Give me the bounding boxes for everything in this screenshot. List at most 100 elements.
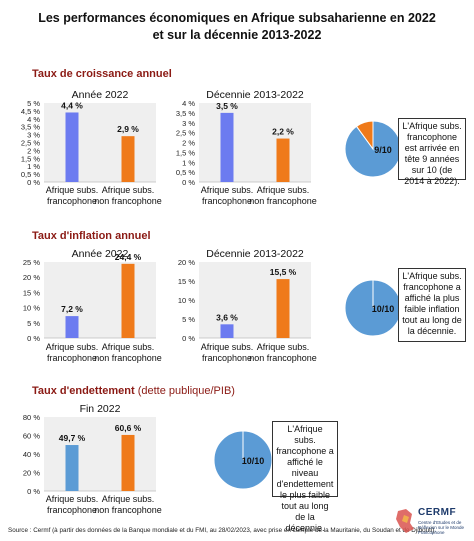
- chart3-title: Année 2022: [72, 248, 129, 260]
- callout-endettement: L'Afrique subs. francophone a affiché le…: [272, 421, 338, 533]
- chart4-bar: [220, 324, 234, 338]
- chart3-category-label: Afrique subs.: [46, 342, 99, 352]
- chart4-ytick-label: 5 %: [182, 315, 195, 324]
- chart4-data-label: 3,6 %: [216, 312, 238, 322]
- chart3-data-label: 24,4 %: [115, 252, 142, 262]
- chart2-bar: [276, 138, 290, 182]
- chart5-category-label: francophone: [47, 505, 97, 515]
- chart2-title: Décennie 2013-2022: [206, 89, 304, 101]
- page-title: Les performances économiques en Afrique …: [0, 10, 474, 44]
- chart5-category-label: Afrique subs.: [102, 494, 155, 504]
- chart3-data-label: 7,2 %: [61, 304, 83, 314]
- chart3-ytick-label: 5 %: [27, 319, 40, 328]
- chart2-ytick-label: 2,5 %: [176, 129, 196, 138]
- chart5-ytick-label: 60 %: [23, 432, 40, 441]
- chart1-category-label: francophone: [47, 196, 97, 206]
- chart1-data-label: 2,9 %: [117, 124, 139, 134]
- chart2-data-label: 3,5 %: [216, 101, 238, 111]
- chart1-title: Année 2022: [72, 89, 129, 101]
- chart2-ytick-label: 0 %: [182, 178, 195, 187]
- chart4-category-label: francophone: [202, 353, 252, 363]
- chart5-data-label: 60,6 %: [115, 423, 142, 433]
- chart2-category-label: Afrique subs.: [201, 185, 254, 195]
- chart4-ytick-label: 20 %: [178, 258, 195, 267]
- pie1-slice: [355, 120, 374, 151]
- chart2-ytick-label: 3,5 %: [176, 109, 196, 118]
- chart4-ytick-label: 0 %: [182, 334, 195, 343]
- section-title-endettement-text: Taux d'endettement: [32, 385, 135, 397]
- chart5-bar: [65, 445, 79, 491]
- chart4-ytick-label: 15 %: [178, 277, 195, 286]
- cermf-logo: [396, 509, 414, 533]
- chart4-ytick-label: 10 %: [178, 296, 195, 305]
- chart5-ytick-label: 20 %: [23, 469, 40, 478]
- section-subtitle-endettement: (dette publique/PIB): [137, 385, 235, 397]
- chart5-bar: [121, 434, 135, 491]
- chart1-ytick-label: 3,5 %: [21, 123, 41, 132]
- pie2-label: 10/10: [372, 304, 395, 314]
- chart2-bar: [220, 112, 234, 182]
- chart3-category-label: francophone: [47, 353, 97, 363]
- chart3-bar: [121, 263, 135, 338]
- chart5-category-label: Afrique subs.: [46, 494, 99, 504]
- chart1-ytick-label: 2,5 %: [21, 139, 41, 148]
- chart1-ytick-label: 0 %: [27, 178, 40, 187]
- chart3-category-label: non francophone: [94, 353, 162, 363]
- chart5-data-label: 49,7 %: [59, 433, 86, 443]
- panel-croissance-2022: [44, 103, 156, 182]
- section-title-inflation: Taux d'inflation annuel: [32, 230, 151, 242]
- chart1-bar: [65, 112, 79, 182]
- chart2-data-label: 2,2 %: [272, 127, 294, 137]
- chart2-category-label: Afrique subs.: [257, 185, 310, 195]
- chart4-data-label: 15,5 %: [270, 267, 297, 277]
- panel-inflation-decennie: [199, 262, 311, 338]
- chart1-category-label: non francophone: [94, 196, 162, 206]
- logo-name: CERMF: [418, 507, 457, 518]
- callout-croissance: L'Afrique subs. francophone est arrivée …: [398, 118, 466, 186]
- chart4-bar: [276, 279, 290, 338]
- title-line-1: Les performances économiques en Afrique …: [38, 11, 436, 25]
- chart3-bar: [65, 316, 79, 338]
- chart1-category-label: Afrique subs.: [46, 185, 99, 195]
- chart3-ytick-label: 20 %: [23, 273, 40, 282]
- callout-inflation: L'Afrique subs. francophone a affiché la…: [398, 268, 466, 342]
- chart2-ytick-label: 0,5 %: [176, 168, 196, 177]
- chart2-ytick-label: 2 %: [182, 139, 195, 148]
- chart2-ytick-label: 1,5 %: [176, 148, 196, 157]
- chart2-ytick-label: 1 %: [182, 158, 195, 167]
- section-title-endettement: Taux d'endettement (dette publique/PIB): [32, 385, 235, 397]
- chart5-ytick-label: 0 %: [27, 487, 40, 496]
- panel-endettement-2022: [44, 417, 156, 491]
- chart2-ytick-label: 3 %: [182, 119, 195, 128]
- footer-source: Source : Cermf (à partir des données de …: [8, 527, 437, 534]
- chart1-ytick-label: 1 %: [27, 162, 40, 171]
- chart1-ytick-label: 1,5 %: [21, 154, 41, 163]
- chart3-ytick-label: 10 %: [23, 304, 40, 313]
- section-title-croissance-text: Taux de croissance annuel: [32, 68, 172, 80]
- section-title-inflation-text: Taux d'inflation annuel: [32, 230, 151, 242]
- chart3-ytick-label: 15 %: [23, 288, 40, 297]
- chart1-ytick-label: 3 %: [27, 131, 40, 140]
- panel-inflation-2022: [44, 262, 156, 338]
- chart1-ytick-label: 4,5 %: [21, 107, 41, 116]
- chart3-ytick-label: 0 %: [27, 334, 40, 343]
- chart5-title: Fin 2022: [80, 403, 121, 415]
- pie3-label: 10/10: [242, 456, 265, 466]
- panel-croissance-decennie: [199, 103, 311, 182]
- chart5-ytick-label: 40 %: [23, 450, 40, 459]
- chart1-ytick-label: 2 %: [27, 146, 40, 155]
- chart2-category-label: francophone: [202, 196, 252, 206]
- chart3-ytick-label: 25 %: [23, 258, 40, 267]
- title-line-2: et sur la décennie 2013-2022: [152, 28, 322, 42]
- chart1-bar: [121, 136, 135, 182]
- chart1-category-label: Afrique subs.: [102, 185, 155, 195]
- chart1-ytick-label: 0,5 %: [21, 170, 41, 179]
- pie1-label: 9/10: [374, 145, 392, 155]
- chart1-ytick-label: 4 %: [27, 115, 40, 124]
- chart4-category-label: Afrique subs.: [257, 342, 310, 352]
- chart2-ytick-label: 4 %: [182, 99, 195, 108]
- chart1-data-label: 4,4 %: [61, 100, 83, 110]
- chart5-ytick-label: 80 %: [23, 413, 40, 422]
- chart4-category-label: non francophone: [249, 353, 317, 363]
